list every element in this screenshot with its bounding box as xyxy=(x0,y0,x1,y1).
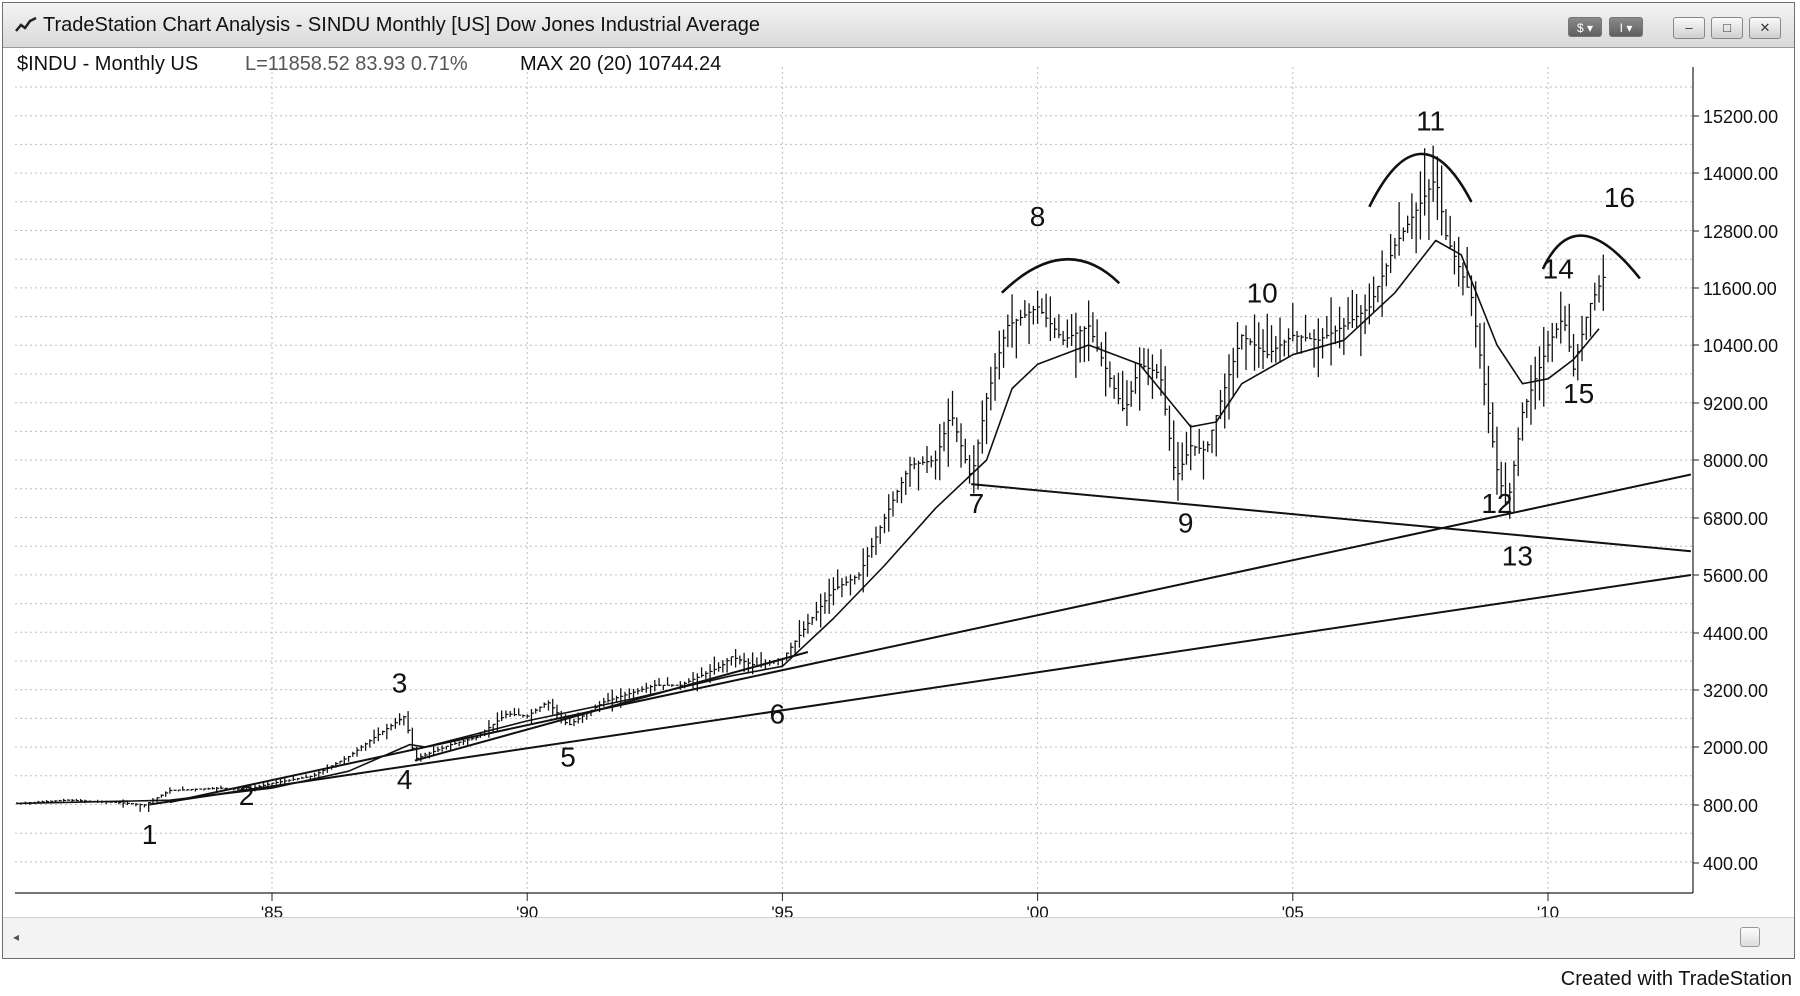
y-tick-label: 14000.00 xyxy=(1703,164,1778,184)
x-tick-label: '05 xyxy=(1282,903,1304,920)
x-tick-label: '90 xyxy=(516,903,538,920)
y-tick-label: 12800.00 xyxy=(1703,222,1778,242)
wave-label: 1 xyxy=(142,819,158,850)
y-tick-label: 5600.00 xyxy=(1703,566,1768,586)
y-tick-label: 11600.00 xyxy=(1703,279,1777,299)
moving-average xyxy=(16,239,1600,805)
trendline xyxy=(169,473,1692,804)
wave-label: 8 xyxy=(1030,201,1046,232)
top-arc xyxy=(1368,152,1473,208)
y-tick-label: 800.00 xyxy=(1703,796,1758,816)
restore-icon: □ xyxy=(1723,20,1731,35)
trendlines xyxy=(149,473,1692,806)
dropdown-label: $ xyxy=(1576,21,1584,35)
wave-label: 9 xyxy=(1178,507,1194,538)
axes: 15200.0014000.0012800.0011600.0010400.00… xyxy=(15,67,1778,920)
top-arcs xyxy=(1000,152,1641,294)
x-tick-label: '10 xyxy=(1537,903,1559,920)
wave-label: 3 xyxy=(392,667,408,698)
symbol-label: $INDU - Monthly US xyxy=(17,53,198,75)
wave-label: 11 xyxy=(1416,105,1445,136)
wave-label: 15 xyxy=(1563,378,1594,409)
x-tick-label: '95 xyxy=(771,903,793,920)
wave-label: 7 xyxy=(969,488,985,519)
wave-label: 16 xyxy=(1604,182,1635,213)
interval-dropdown-button[interactable]: I ▾ xyxy=(1609,17,1643,37)
indicator-label: MAX 20 (20) 10744.24 xyxy=(520,53,721,75)
y-tick-label: 15200.00 xyxy=(1703,107,1778,127)
y-tick-label: 4400.00 xyxy=(1703,624,1768,644)
y-tick-label: 3200.00 xyxy=(1703,681,1768,701)
window-title: TradeStation Chart Analysis - SINDU Mont… xyxy=(43,14,760,36)
tradestation-chart-icon xyxy=(15,16,37,32)
close-button[interactable]: ✕ xyxy=(1749,17,1781,39)
top-arc xyxy=(1541,234,1641,280)
horizontal-scrollbar[interactable]: ◂ xyxy=(3,917,1794,958)
wave-label: 2 xyxy=(239,780,255,811)
moving-average-line xyxy=(16,239,1600,805)
last-price-label: L=11858.52 83.93 0.71% xyxy=(245,53,468,75)
scroll-right-button-icon[interactable] xyxy=(1740,927,1760,947)
wave-label: 4 xyxy=(397,764,413,795)
wave-label: 14 xyxy=(1543,254,1574,285)
x-tick-label: '00 xyxy=(1027,903,1049,920)
trendline xyxy=(414,651,809,762)
x-tick-label: '85 xyxy=(261,903,283,920)
minimize-icon: – xyxy=(1685,20,1693,35)
trendline xyxy=(971,483,1692,553)
wave-label: 5 xyxy=(560,741,576,772)
symbol-dropdown-button[interactable]: $ ▾ xyxy=(1568,17,1602,37)
dropdown-label: I xyxy=(1619,21,1623,35)
y-tick-label: 400.00 xyxy=(1703,854,1758,874)
wave-label: 12 xyxy=(1481,488,1512,519)
top-arc xyxy=(1000,258,1121,294)
restore-button[interactable]: □ xyxy=(1711,17,1743,39)
scroll-left-arrow-icon[interactable]: ◂ xyxy=(13,930,20,944)
y-tick-label: 9200.00 xyxy=(1703,394,1768,414)
y-tick-label: 6800.00 xyxy=(1703,509,1768,529)
y-tick-label: 8000.00 xyxy=(1703,451,1768,471)
y-tick-label: 2000.00 xyxy=(1703,738,1768,758)
trendline xyxy=(149,574,1692,806)
title-bar[interactable]: TradeStation Chart Analysis - SINDU Mont… xyxy=(3,3,1794,48)
close-icon: ✕ xyxy=(1759,20,1771,35)
minimize-button[interactable]: – xyxy=(1673,17,1705,39)
wave-label: 13 xyxy=(1502,541,1533,572)
ohlc-bars xyxy=(16,145,1606,812)
y-tick-label: 10400.00 xyxy=(1703,336,1778,356)
wave-label: 10 xyxy=(1247,277,1278,308)
wave-label: 6 xyxy=(770,698,786,729)
chart-window: TradeStation Chart Analysis - SINDU Mont… xyxy=(2,2,1795,959)
footer-credit: Created with TradeStation xyxy=(1560,968,1792,990)
